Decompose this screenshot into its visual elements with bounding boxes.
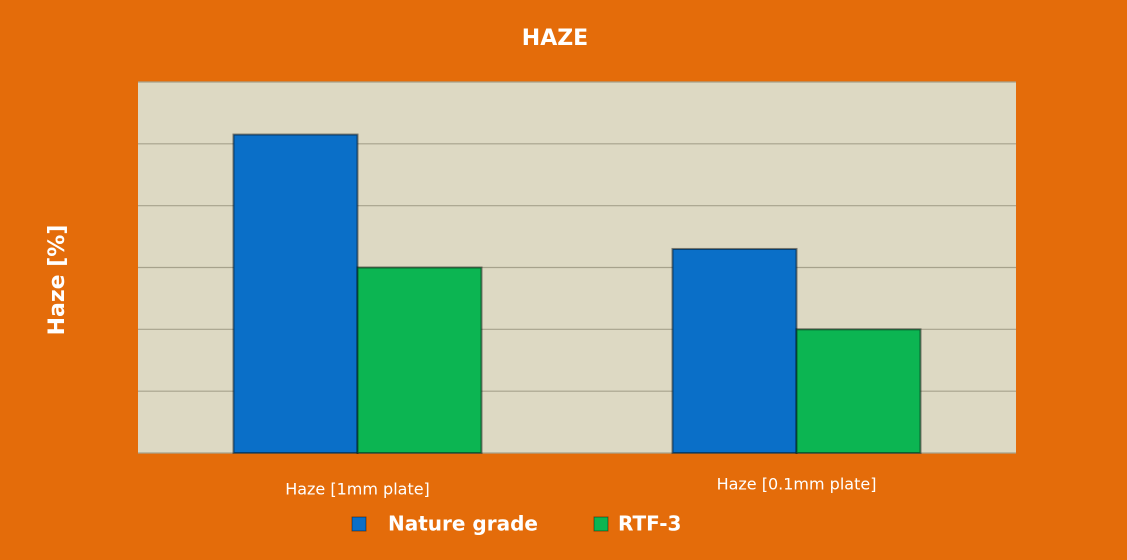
chart-title: HAZE bbox=[522, 26, 588, 51]
bar bbox=[671, 247, 798, 454]
legend-swatch bbox=[351, 516, 367, 532]
bar bbox=[232, 133, 359, 455]
y-axis-label: Haze [%] bbox=[45, 225, 70, 336]
bar bbox=[795, 328, 922, 455]
bar bbox=[356, 266, 483, 454]
x-tick-label: Haze [1mm plate] bbox=[285, 480, 430, 499]
legend-swatch bbox=[593, 516, 609, 532]
legend-label: RTF-3 bbox=[618, 512, 681, 536]
legend-label: Nature grade bbox=[388, 512, 538, 536]
x-tick-label: Haze [0.1mm plate] bbox=[717, 475, 877, 494]
